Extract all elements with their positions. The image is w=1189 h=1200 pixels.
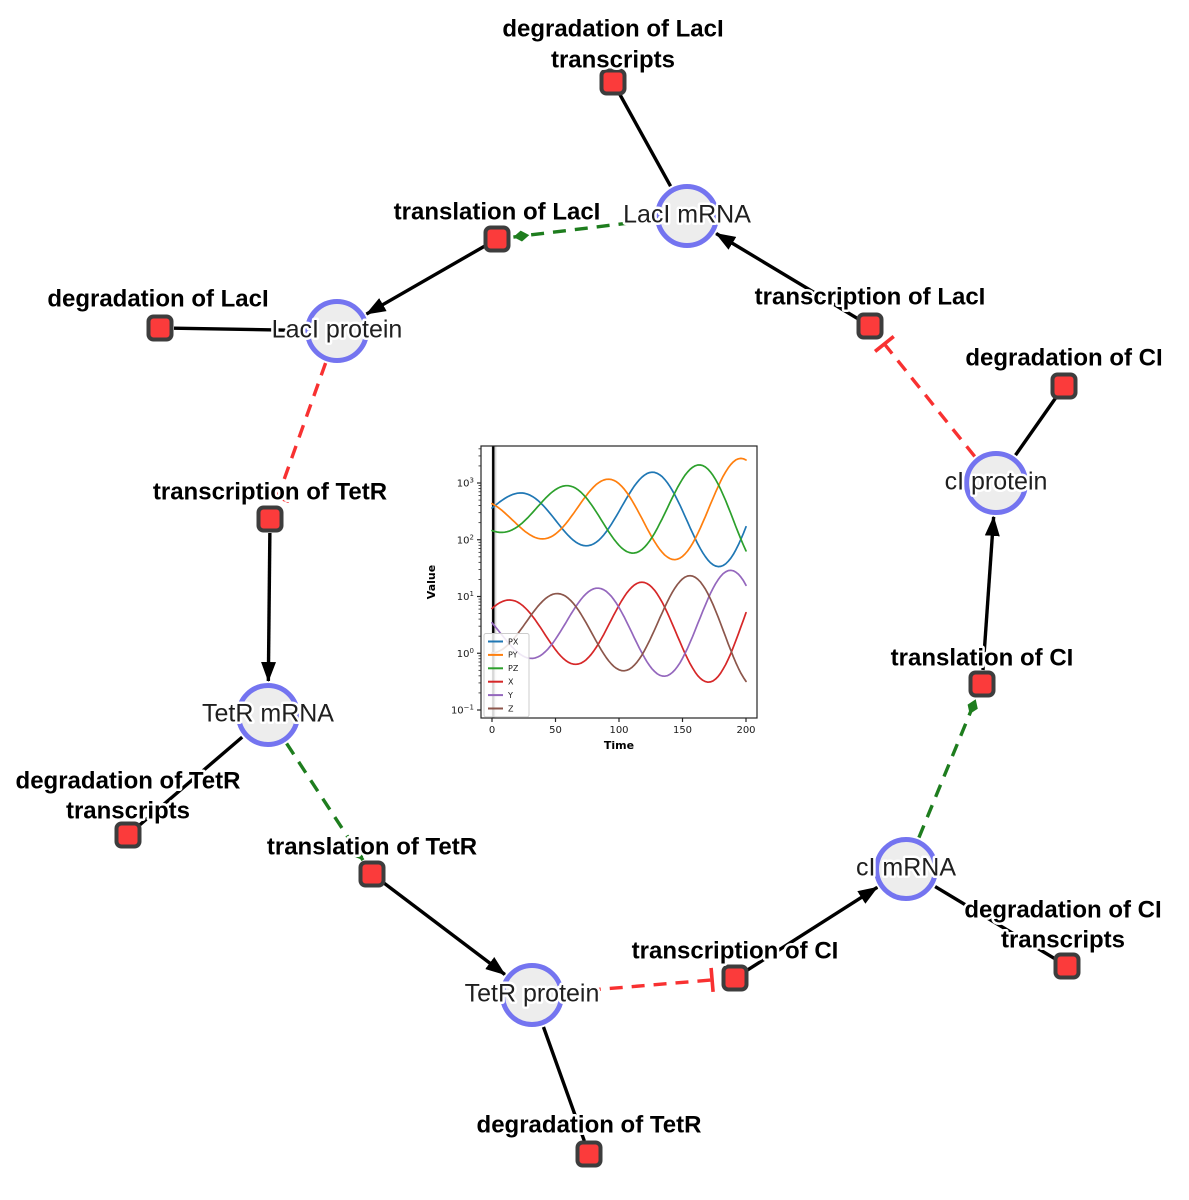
reaction-node-deg-ci: [1050, 372, 1078, 400]
edge-activation-ci-mrna-to-transl-ci: [917, 698, 978, 839]
edge-product-transl-ci-to-ci-protein: [981, 515, 1000, 671]
y-tick-label: 102: [457, 533, 474, 546]
x-tick-label: 50: [549, 725, 562, 736]
x-tick-label: 150: [673, 725, 692, 736]
axes-ticks: 0 50 100 150 200 10−1 100 101 102 103: [451, 448, 756, 736]
legend-label-PZ: PZ: [508, 664, 519, 673]
reaction-label-deg-tetr-tx: degradation of TetR: [16, 767, 241, 794]
species-label-ci-protein: cI protein: [945, 468, 1048, 496]
edge-reactant-ci-protein-to-deg-ci: [1014, 396, 1058, 457]
reaction-node-deg-tetr-tx: [114, 821, 142, 849]
series-line-PZ: [491, 464, 747, 554]
species-label-tetr-protein: TetR protein: [465, 980, 600, 1008]
legend-box: [483, 633, 530, 718]
reaction-node-transl-ci: [968, 670, 996, 698]
reaction-label-txn-tetr: transcription of TetR: [153, 478, 387, 505]
species-node-laci-protein: [305, 299, 369, 363]
series-line-PY: [491, 457, 747, 561]
y-tick-label: 103: [457, 477, 474, 490]
species-label-ci-mrna: cI mRNA: [856, 854, 956, 882]
series-line-X: [491, 581, 747, 684]
edge-product-txn-tetr-to-tetr-mrna: [261, 532, 277, 683]
species-node-laci-mrna: [655, 184, 719, 248]
reaction-label-txn-laci: transcription of LacI: [755, 283, 986, 310]
timecourse-inset-plot: 0 50 100 150 20010−1100101102103TimeValuePXP…: [425, 433, 777, 785]
reaction-label-deg-laci-tx: transcripts: [551, 46, 675, 73]
edge-activation-tetr-mrna-to-transl-tetr: [285, 742, 365, 862]
species-label-laci-mrna: LacI mRNA: [623, 201, 751, 229]
reaction-label-deg-ci-tx: degradation of CI: [964, 896, 1161, 923]
legend-label-Y: Y: [507, 691, 513, 700]
edge-reactant-ci-mrna-to-deg-ci-tx: [934, 885, 1056, 961]
species-node-ci-protein: [964, 451, 1028, 515]
chart-legend: PX PY PZ XYZ: [483, 633, 530, 718]
edge-product-txn-ci-to-ci-mrna: [745, 885, 879, 972]
reaction-label-transl-laci: translation of LacI: [394, 198, 601, 225]
edge-activation-laci-mrna-to-transl-laci: [513, 218, 654, 242]
reaction-label-deg-ci-tx: transcripts: [1001, 926, 1125, 953]
edge-product-transl-laci-to-laci-protein: [365, 244, 486, 316]
reaction-label-transl-tetr: translation of TetR: [267, 833, 477, 860]
reaction-node-deg-laci: [146, 314, 174, 342]
reaction-node-txn-tetr: [256, 505, 284, 533]
species-label-laci-protein: LacI protein: [272, 316, 403, 344]
edge-inhibition-laci-protein-to-txn-tetr: [265, 362, 328, 504]
reaction-node-transl-laci: [483, 225, 511, 253]
reaction-node-deg-tetr: [575, 1140, 603, 1168]
x-axis-title: Time: [604, 739, 634, 752]
reaction-label-transl-ci: translation of CI: [891, 644, 1074, 671]
y-axis-title: Value: [425, 565, 438, 599]
reaction-label-deg-tetr-tx: transcripts: [66, 797, 190, 824]
edge-inhibition-tetr-protein-to-txn-ci: [565, 967, 715, 994]
species-node-tetr-mrna: [236, 683, 300, 747]
reaction-node-txn-ci: [721, 964, 749, 992]
reaction-label-deg-laci: degradation of LacI: [47, 285, 268, 312]
reaction-node-deg-ci-tx: [1053, 952, 1081, 980]
edges-layer: [137, 93, 1058, 1142]
nodes-layer: [114, 68, 1081, 1168]
chart-background: [425, 433, 777, 785]
reaction-node-deg-laci-tx: [599, 68, 627, 96]
species-node-ci-mrna: [874, 837, 938, 901]
legend-label-Z: Z: [508, 704, 514, 713]
series-layer: [491, 457, 747, 684]
reaction-label-deg-laci-tx: degradation of LacI: [502, 15, 723, 42]
reaction-label-txn-ci: transcription of CI: [632, 937, 839, 964]
edge-product-txn-laci-to-laci-mrna: [715, 232, 859, 321]
legend-label-X: X: [508, 678, 514, 687]
edge-reactant-laci-protein-to-deg-laci: [173, 326, 304, 333]
edge-reactant-laci-mrna-to-deg-laci-tx: [618, 93, 673, 188]
species-node-tetr-protein: [500, 963, 564, 1027]
x-tick-label: 200: [736, 725, 755, 736]
y-tick-label: 100: [457, 647, 474, 660]
series-line-Z: [491, 574, 747, 683]
edge-reactant-tetr-mrna-to-deg-tetr-tx: [137, 735, 244, 828]
edge-product-transl-tetr-to-tetr-protein: [382, 881, 506, 976]
series-line-Y: [491, 569, 747, 678]
y-tick-label: 101: [457, 590, 474, 603]
legend-label-PX: PX: [508, 637, 519, 646]
edge-inhibition-ci-protein-to-txn-laci: [873, 335, 977, 458]
reaction-label-deg-tetr: degradation of TetR: [477, 1111, 702, 1138]
species-label-tetr-mrna: TetR mRNA: [202, 700, 334, 728]
reaction-node-transl-tetr: [358, 860, 386, 888]
x-tick-label: 0: [489, 725, 495, 736]
series-line-PX: [491, 471, 747, 568]
x-tick-label: 100: [609, 725, 628, 736]
y-tick-label: 10−1: [451, 704, 474, 717]
legend-label-PY: PY: [508, 651, 518, 660]
labels-layer: LacI mRNA LacI protein TetR mRNA TetR prote…: [13, 13, 1165, 1141]
reaction-label-deg-ci: degradation of CI: [965, 344, 1162, 371]
edge-reactant-tetr-protein-to-deg-tetr: [541, 1026, 586, 1142]
reaction-node-txn-laci: [856, 312, 884, 340]
